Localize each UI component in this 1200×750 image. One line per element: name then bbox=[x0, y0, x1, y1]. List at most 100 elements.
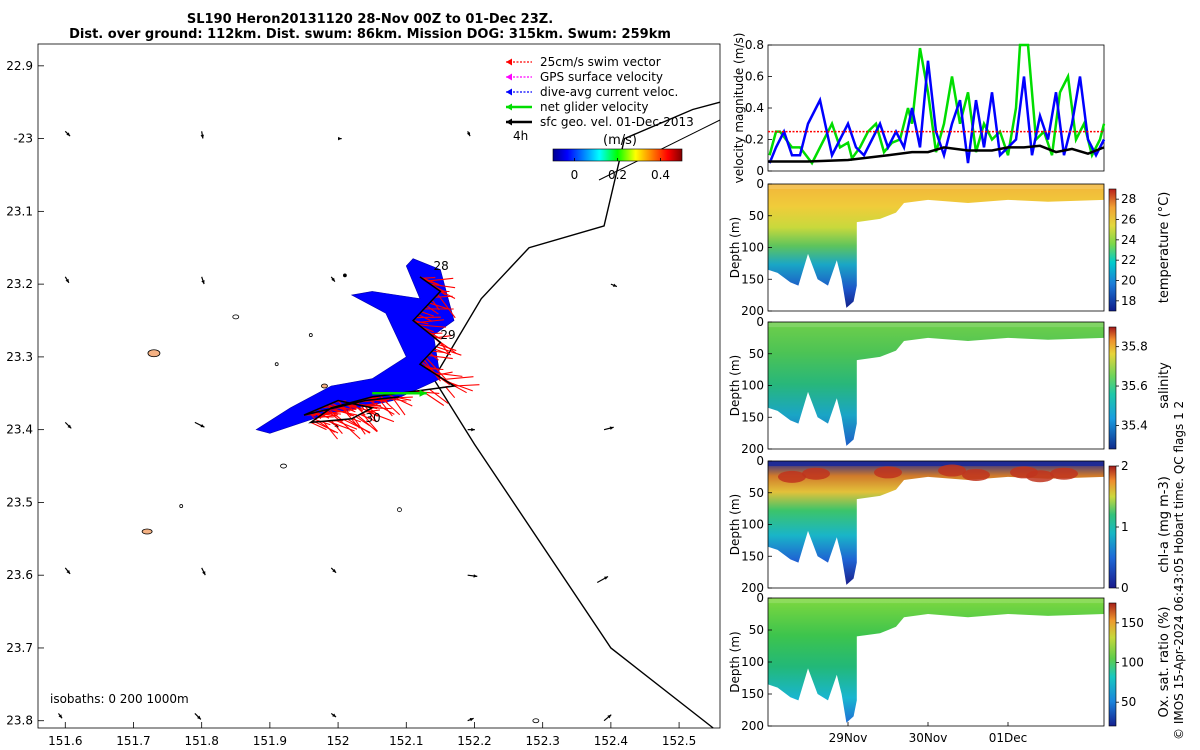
section-colorbar bbox=[1108, 188, 1117, 312]
map-colorbar-tick-label: 0.2 bbox=[608, 168, 627, 182]
map-x-tick-label: 151.8 bbox=[185, 734, 219, 748]
map-y-tick-label: 23.5 bbox=[6, 495, 33, 509]
section-panel-4: 0 50 100 150 200 Depth (m) 50 100 150 Ox. sat. ra… bbox=[728, 591, 1172, 733]
day-label: 30 bbox=[365, 411, 380, 425]
section-y-tick-label: 0 bbox=[756, 177, 764, 191]
section-ylabel: Depth (m) bbox=[728, 217, 742, 278]
section-y-tick-label: 0 bbox=[756, 591, 764, 605]
legend-entry: 25cm/s swim vector bbox=[506, 55, 661, 69]
chl-maximum-patch bbox=[874, 466, 902, 479]
section-colorbar-tick-label: 24 bbox=[1121, 233, 1136, 247]
chl-maximum-patch bbox=[1026, 470, 1054, 483]
geo-velocity-arrow bbox=[338, 136, 342, 141]
map-y-tick-label: 22.9 bbox=[6, 59, 33, 73]
section-data-field bbox=[768, 598, 1104, 723]
reef-outline bbox=[397, 507, 402, 513]
section-panel-3: 0 50 100 150 200 Depth (m) 0 1 2 chl-a (mg m-3) bbox=[728, 454, 1172, 595]
section-colorbar-tick-label: 28 bbox=[1121, 192, 1136, 206]
geo-velocity-arrow bbox=[467, 427, 475, 432]
map-x-tick-label: 152.2 bbox=[457, 734, 491, 748]
chl-maximum-patch bbox=[1050, 467, 1078, 480]
section-y-tick-label: 200 bbox=[741, 581, 764, 595]
section-y-tick-label: 150 bbox=[741, 687, 764, 701]
section-y-tick-label: 50 bbox=[749, 623, 764, 637]
isobath-line bbox=[432, 101, 721, 729]
section-y-tick-label: 100 bbox=[741, 655, 764, 669]
section-colorbar bbox=[1108, 326, 1117, 450]
chl-maximum-patch bbox=[962, 468, 990, 481]
section-y-tick-label: 50 bbox=[749, 486, 764, 500]
reef-outline bbox=[147, 349, 161, 358]
reef-outline bbox=[141, 528, 153, 535]
section-y-tick-label: 100 bbox=[741, 379, 764, 393]
map-colorbar-title: (m/s) bbox=[603, 133, 637, 148]
time-x-tick-label: 01Dec bbox=[989, 731, 1028, 745]
section-colorbar-label: Ox. sat. ratio (%) bbox=[1157, 607, 1172, 718]
surface-band bbox=[768, 461, 1104, 467]
geo-velocity-arrow bbox=[57, 713, 63, 719]
map-y-tick-label: -23 bbox=[13, 132, 33, 146]
map-x-tick-label: 152.1 bbox=[389, 734, 423, 748]
geo-velocity-arrow bbox=[64, 567, 71, 575]
map-panel: 151.6 151.7 151.8 151.9 152 152.1 152.2 152.3 15… bbox=[6, 43, 721, 748]
section-ylabel: Depth (m) bbox=[728, 631, 742, 692]
chl-maximum-patch bbox=[802, 467, 830, 480]
section-colorbar-tick-label: 35.8 bbox=[1121, 340, 1148, 354]
geo-velocity-arrow bbox=[64, 421, 72, 429]
section-panel-2: 0 50 100 150 200 Depth (m) 35.4 35.6 35.8 salinit… bbox=[728, 315, 1172, 456]
time-x-tick-label: 30Nov bbox=[909, 731, 948, 745]
geo-velocity-arrow bbox=[467, 574, 478, 578]
section-colorbar-tick-label: 35.6 bbox=[1121, 379, 1148, 393]
velocity-y-tick-label: 0 bbox=[756, 164, 764, 178]
net-velocity-arrow bbox=[372, 389, 427, 397]
geo-velocity-arrow bbox=[201, 276, 205, 285]
legend-entry: net glider velocity bbox=[506, 100, 648, 114]
section-ylabel: Depth (m) bbox=[728, 355, 742, 416]
section-colorbar-label: salinity bbox=[1157, 362, 1172, 409]
section-y-tick-label: 50 bbox=[749, 209, 764, 223]
section-y-tick-label: 100 bbox=[741, 241, 764, 255]
legend-label: 25cm/s swim vector bbox=[540, 55, 661, 69]
section-y-tick-label: 100 bbox=[741, 518, 764, 532]
geo-velocity-arrow bbox=[330, 567, 337, 574]
time-tick-label: 4h bbox=[513, 129, 528, 143]
map-colorbar-tick-label: 0 bbox=[571, 168, 579, 182]
geo-velocity-arrow bbox=[194, 421, 205, 428]
geo-velocity-arrow bbox=[330, 276, 336, 283]
map-y-tick-label: 23.7 bbox=[6, 641, 33, 655]
map-y-tick-label: 23.8 bbox=[6, 714, 33, 728]
glider-track bbox=[303, 276, 457, 424]
time-x-tick-label: 29Nov bbox=[829, 731, 868, 745]
reef-outline bbox=[532, 718, 540, 724]
map-y-tick-label: 23.3 bbox=[6, 350, 33, 364]
legend-label: net glider velocity bbox=[540, 100, 648, 114]
geo-velocity-arrow bbox=[200, 131, 205, 139]
section-y-tick-label: 150 bbox=[741, 549, 764, 563]
velocity-y-tick-label: 0.4 bbox=[745, 101, 764, 115]
section-colorbar-tick-label: 26 bbox=[1121, 213, 1136, 227]
geo-velocity-arrow bbox=[603, 426, 614, 431]
geo-velocity-arrow bbox=[467, 717, 474, 722]
legend-entry: sfc geo. vel. 01-Dec-2013 bbox=[506, 115, 694, 129]
section-y-tick-label: 200 bbox=[741, 304, 764, 318]
legend-entry: GPS surface velocity bbox=[506, 70, 663, 84]
section-colorbar bbox=[1108, 465, 1117, 589]
isobath-label: isobaths: 0 200 1000m bbox=[50, 692, 189, 706]
velocity-y-tick-label: 0.8 bbox=[745, 38, 764, 52]
geo-velocity-arrow bbox=[603, 714, 612, 722]
section-y-tick-label: 150 bbox=[741, 410, 764, 424]
section-data-field bbox=[768, 322, 1104, 446]
section-colorbar-tick-label: 50 bbox=[1121, 695, 1136, 709]
reef-outline bbox=[308, 333, 313, 337]
geo-velocity-arrow bbox=[194, 713, 202, 720]
section-colorbar-tick-label: 20 bbox=[1121, 274, 1136, 288]
section-y-tick-label: 50 bbox=[749, 347, 764, 361]
section-colorbar-tick-label: 1 bbox=[1121, 520, 1129, 534]
map-x-tick-label: 152.5 bbox=[662, 734, 696, 748]
figure-title-line1: SL190 Heron20131120 28-Nov 00Z to 01-Dec… bbox=[186, 12, 554, 27]
section-colorbar-tick-label: 22 bbox=[1121, 253, 1136, 267]
geo-velocity-arrow bbox=[596, 575, 609, 583]
